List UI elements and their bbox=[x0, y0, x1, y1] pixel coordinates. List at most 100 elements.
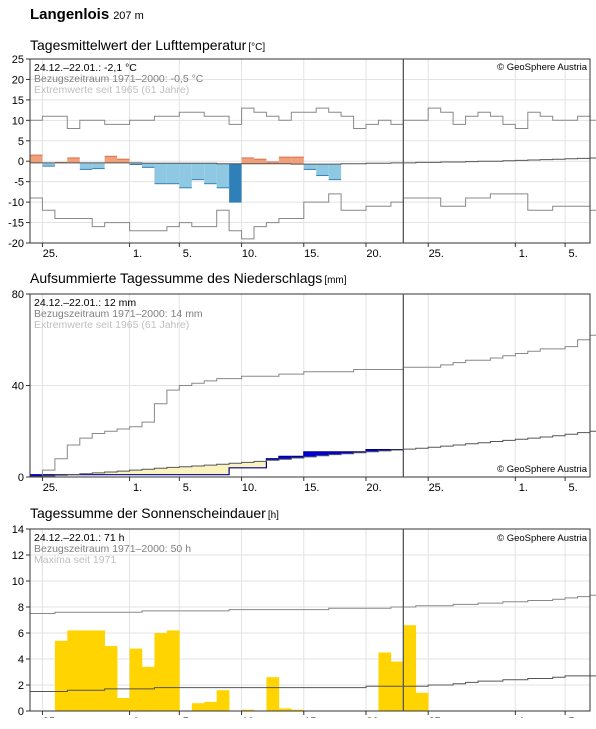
temp-y-tick-label: -10 bbox=[8, 197, 24, 209]
temp-x-tick-label: 20. bbox=[366, 248, 381, 260]
temp-x-tick-label: 5. bbox=[569, 248, 578, 260]
precip-y-tick-label: 0 bbox=[18, 472, 24, 484]
temp-info-line: 24.12.–22.01.: -2,1 °C bbox=[34, 62, 137, 74]
temp-y-tick-label: 5 bbox=[18, 136, 24, 148]
sun-y-tick-label: 6 bbox=[18, 628, 24, 640]
temp-info-line: Extremwerte seit 1965 (61 Jahre) bbox=[34, 84, 189, 96]
sun-bar bbox=[278, 708, 292, 711]
temp-x-tick-label: 25. bbox=[43, 248, 58, 260]
precip-deviation-bar bbox=[328, 451, 342, 455]
sun-bar bbox=[415, 692, 429, 711]
temp-climate-line bbox=[30, 157, 596, 165]
sun-bar bbox=[92, 630, 105, 711]
sun-plot-frame bbox=[29, 528, 591, 712]
precip-deviation-bar bbox=[129, 470, 143, 475]
temp-y-tick-label: -5 bbox=[14, 177, 24, 189]
sun-bar bbox=[67, 630, 81, 711]
temp-deviation-bar bbox=[216, 163, 230, 188]
temp-extreme-min-line bbox=[30, 193, 596, 240]
sun-bar bbox=[241, 709, 255, 711]
temp-y-tick-label: -20 bbox=[8, 238, 24, 250]
temperature-unit: [°C] bbox=[248, 42, 266, 53]
station-altitude: 207 m bbox=[113, 10, 144, 22]
temp-deviation-bar bbox=[179, 163, 192, 188]
sun-bar bbox=[117, 698, 130, 711]
precip-deviation-bar bbox=[341, 451, 354, 454]
temp-deviation-bar bbox=[79, 162, 93, 170]
station-header: Langenlois 207 m bbox=[30, 6, 144, 26]
temp-y-tick-label: 20 bbox=[12, 74, 24, 86]
sun-bar bbox=[403, 625, 417, 711]
station-name: Langenlois bbox=[30, 6, 110, 23]
precip-credit: © GeoSphere Austria bbox=[497, 464, 588, 475]
sun-info-line: 24.12.–22.01.: 71 h bbox=[34, 532, 125, 544]
precip-deviation-bar bbox=[216, 464, 230, 475]
sun-bar bbox=[266, 677, 280, 711]
temp-y-tick-label: 0 bbox=[18, 156, 24, 168]
precip-x-tick-label: 1. bbox=[133, 482, 142, 494]
sunshine-unit: [h] bbox=[267, 510, 279, 521]
sun-bar bbox=[378, 652, 392, 711]
sun-y-tick-label: 12 bbox=[12, 550, 24, 562]
temp-deviation-bar bbox=[117, 159, 130, 163]
precipitation-title: Aufsummierte Tagessumme des Niederschlag… bbox=[30, 270, 323, 286]
precip-deviation-bar bbox=[204, 465, 217, 475]
temperature-chart: -20 -15 -10 -5 0 5 10 15 20 25 25. 1. 5. 10. 15. 20. 25.… bbox=[8, 54, 596, 260]
sun-bar bbox=[166, 630, 180, 711]
sun-x-tick-label: 5. bbox=[569, 716, 578, 718]
temp-deviation-bar bbox=[166, 163, 180, 184]
temp-x-tick-label: 1. bbox=[519, 248, 528, 260]
sun-x-tick-label: 15. bbox=[304, 716, 319, 718]
sun-maxima-line bbox=[30, 594, 596, 614]
temp-x-tick-label: 25. bbox=[429, 248, 444, 260]
precip-x-tick-label: 10. bbox=[242, 482, 257, 494]
precip-deviation-bar bbox=[303, 451, 317, 457]
temp-deviation-bar bbox=[67, 157, 80, 163]
sun-y-tick-label: 10 bbox=[12, 576, 24, 588]
precip-deviation-bar bbox=[291, 456, 305, 459]
precip-x-tick-label: 15. bbox=[304, 482, 319, 494]
precip-extreme-line bbox=[30, 334, 596, 478]
temp-deviation-bar bbox=[129, 162, 142, 165]
sun-bar bbox=[79, 630, 93, 711]
sun-bar bbox=[54, 640, 68, 711]
temp-deviation-bar bbox=[266, 162, 279, 164]
precipitation-unit: [mm] bbox=[324, 275, 347, 286]
sun-credit: © GeoSphere Austria bbox=[497, 533, 588, 544]
sun-bar bbox=[291, 709, 305, 711]
temp-deviation-bar bbox=[229, 163, 242, 203]
temperature-title: Tagesmittelwert der Lufttemperatur bbox=[30, 37, 247, 53]
precip-info-line: Bezugszeitraum 1971–2000: 14 mm bbox=[34, 308, 203, 320]
precip-info-line: Extremwerte seit 1965 (61 Jahre) bbox=[34, 319, 189, 331]
temp-y-tick-label: -15 bbox=[8, 218, 24, 230]
temp-deviation-bar bbox=[204, 163, 217, 184]
precip-x-tick-label: 20. bbox=[366, 482, 381, 494]
sun-x-tick-label: 5. bbox=[183, 716, 192, 718]
temp-y-tick-label: 10 bbox=[12, 115, 24, 127]
temp-deviation-bar bbox=[154, 163, 167, 184]
precip-x-tick-label: 1. bbox=[519, 482, 528, 494]
temp-deviation-bar bbox=[303, 164, 317, 170]
precip-deviation-bar bbox=[179, 466, 193, 475]
precip-info-line: 24.12.–22.01.: 12 mm bbox=[34, 297, 136, 309]
precip-deviation-bar bbox=[254, 461, 267, 468]
sun-bar bbox=[154, 633, 168, 711]
temp-deviation-bar bbox=[30, 155, 43, 163]
precip-y-tick-label: 40 bbox=[12, 381, 24, 393]
temp-x-tick-label: 5. bbox=[183, 248, 192, 260]
temp-deviation-bar bbox=[92, 162, 105, 169]
precipitation-panel-title: Aufsummierte Tagessumme des Niederschlag… bbox=[30, 270, 347, 286]
precip-deviation-bar bbox=[166, 467, 180, 475]
precip-deviation-bar bbox=[191, 466, 205, 475]
precip-deviation-bar bbox=[278, 456, 292, 460]
sun-x-tick-label: 1. bbox=[519, 716, 528, 718]
sun-y-tick-label: 0 bbox=[18, 706, 24, 718]
precip-actual-line bbox=[30, 449, 404, 476]
temp-y-tick-label: 25 bbox=[12, 54, 24, 66]
precip-deviation-bar bbox=[241, 462, 255, 468]
temp-deviation-bar bbox=[291, 157, 304, 165]
temp-credit: © GeoSphere Austria bbox=[497, 62, 588, 73]
temp-y-tick-label: 15 bbox=[12, 95, 24, 107]
precip-deviation-bar bbox=[92, 472, 105, 475]
sun-y-tick-label: 14 bbox=[12, 524, 24, 536]
